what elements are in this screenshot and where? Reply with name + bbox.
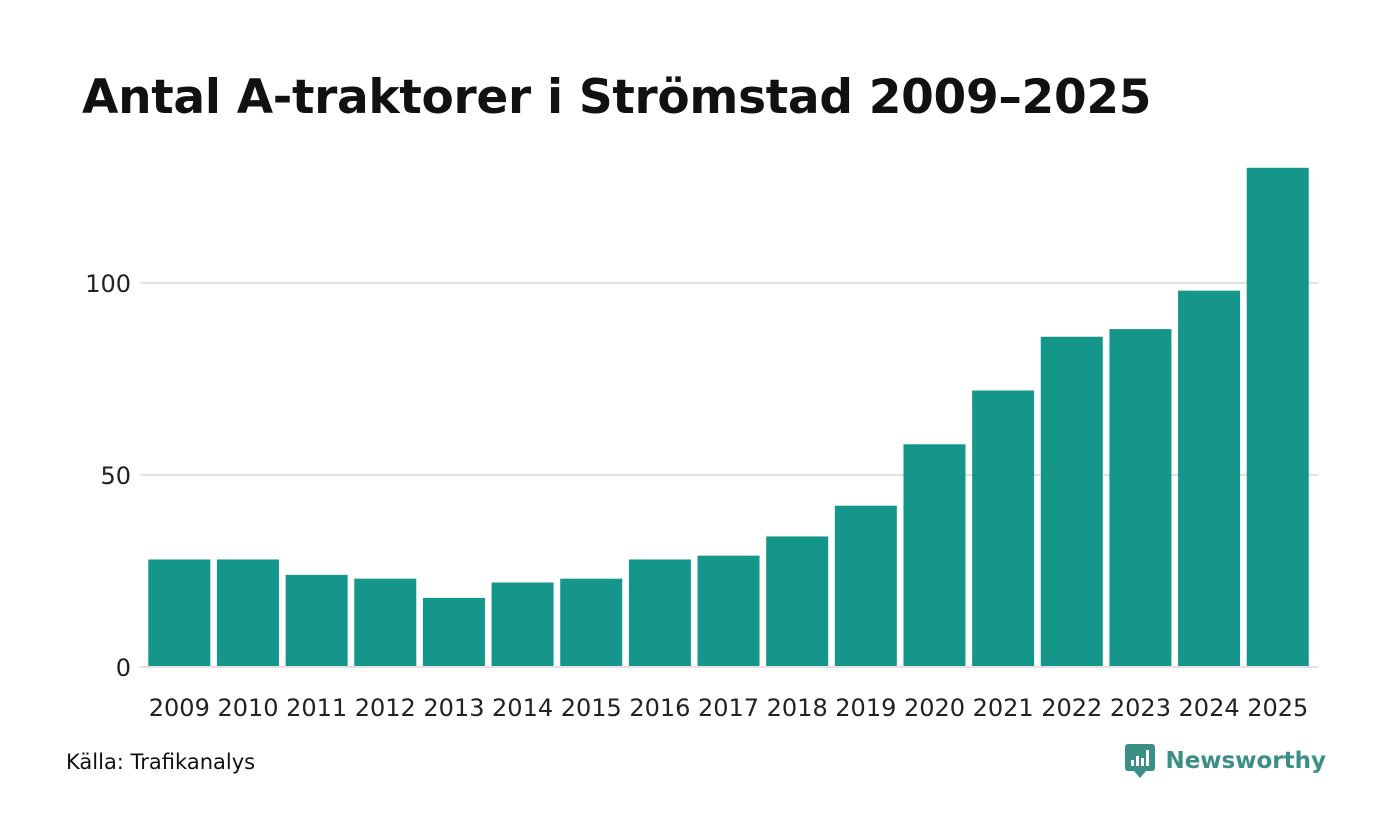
bar-2011	[285, 574, 348, 667]
x-tick-label: 2018	[767, 694, 828, 722]
bar-2025	[1246, 167, 1309, 668]
x-tick-label: 2014	[492, 694, 553, 722]
bar-2012	[354, 578, 417, 667]
x-tick-label: 2009	[149, 694, 210, 722]
x-tick-label: 2011	[286, 694, 347, 722]
x-tick-label: 2023	[1110, 694, 1171, 722]
x-tick-label: 2019	[835, 694, 896, 722]
brand-name: Newsworthy	[1165, 748, 1326, 774]
x-tick-label: 2012	[355, 694, 416, 722]
bar-2016	[628, 559, 691, 667]
bar-2019	[834, 505, 897, 667]
bar-2024	[1178, 290, 1241, 667]
bar-2022	[1040, 336, 1103, 667]
y-axis-ticks: 0 50 100	[85, 270, 131, 682]
bar-2013	[422, 597, 485, 667]
bar-2015	[560, 578, 623, 667]
x-tick-label: 2025	[1247, 694, 1308, 722]
bar-2014	[491, 582, 554, 667]
x-tick-label: 2017	[698, 694, 759, 722]
bar-2010	[216, 559, 279, 667]
bar-2009	[148, 559, 211, 667]
bar-2021	[972, 390, 1035, 667]
x-tick-label: 2013	[423, 694, 484, 722]
brand-logo: Newsworthy	[1125, 744, 1326, 778]
x-tick-label: 2015	[561, 694, 622, 722]
newsworthy-logo-icon	[1125, 744, 1156, 778]
bar-2023	[1109, 329, 1172, 667]
x-axis-ticks: 2009 2010 2011 2012 2013 2014 2015 2016 2017 2018…	[149, 694, 1308, 722]
x-tick-label: 2021	[973, 694, 1034, 722]
bar-2017	[697, 555, 760, 667]
x-tick-label: 2016	[629, 694, 690, 722]
bars	[140, 167, 1318, 668]
y-tick-label: 0	[116, 654, 131, 682]
source-note: Källa: Trafikanalys	[66, 750, 256, 774]
y-tick-label: 100	[85, 270, 131, 298]
x-tick-label: 2022	[1041, 694, 1102, 722]
x-tick-label: 2024	[1179, 694, 1240, 722]
bar-2020	[903, 444, 966, 667]
x-tick-label: 2020	[904, 694, 965, 722]
x-tick-label: 2010	[217, 694, 278, 722]
chart-title: Antal A-traktorer i Strömstad 2009–2025	[82, 70, 1152, 125]
bar-2018	[766, 536, 829, 667]
y-tick-label: 50	[100, 462, 131, 490]
